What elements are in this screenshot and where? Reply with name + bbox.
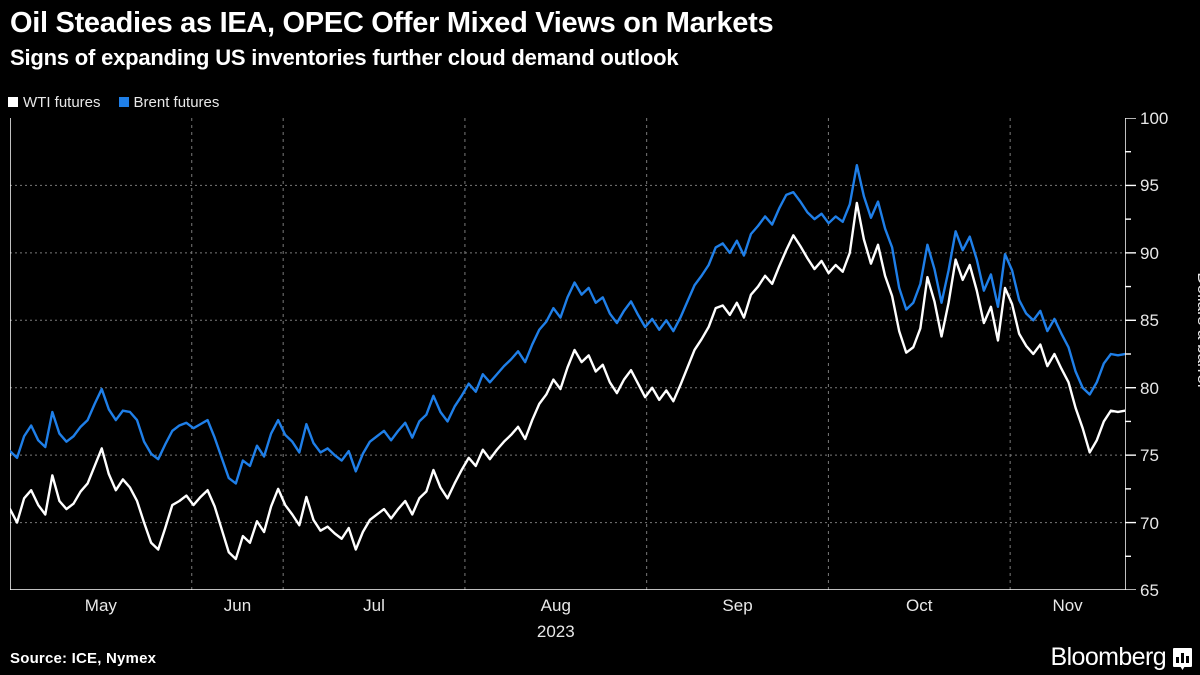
y-axis-ticks <box>1125 118 1136 590</box>
y-axis-title: Dollars a barrel <box>1194 272 1200 388</box>
y-tick-label: 95 <box>1140 176 1159 196</box>
bloomberg-brand: Bloomberg <box>1050 643 1192 671</box>
x-tick-label: Jun <box>223 596 252 615</box>
y-tick-label: 90 <box>1140 243 1159 263</box>
legend-item-brent[interactable]: Brent futures <box>118 93 220 111</box>
legend-swatch-wti <box>8 97 18 107</box>
y-tick-label: 70 <box>1140 513 1159 533</box>
legend-label-wti: WTI futures <box>23 93 101 111</box>
y-tick-label: 75 <box>1140 446 1159 466</box>
x-tick-label: Nov <box>1052 596 1083 615</box>
x-tick-label: Jul <box>363 596 385 615</box>
legend-swatch-brent <box>118 97 129 107</box>
plot-area <box>10 118 1125 590</box>
chart-legend: WTI futures Brent futures <box>8 92 219 112</box>
x-tick-label: Oct <box>906 596 933 615</box>
y-axis-labels: 65 70 75 80 85 90 95 100 <box>1140 110 1186 599</box>
y-tick-label: 85 <box>1140 311 1159 331</box>
source-note: Source: ICE, Nymex <box>10 650 157 667</box>
x-tick-label: Aug <box>540 596 571 615</box>
page-subtitle: Signs of expanding US inventories furthe… <box>10 45 679 70</box>
x-axis-year-label: 2023 <box>536 622 575 641</box>
brand-wordmark: Bloomberg <box>1050 643 1167 671</box>
x-tick-label: Sep <box>722 596 753 615</box>
line-chart-svg <box>10 118 1125 590</box>
y-tick-label: 100 <box>1140 109 1169 128</box>
bloomberg-terminal-icon <box>1173 648 1192 667</box>
x-axis-labels: May Jun Jul Aug Sep Oct Nov <box>0 596 1200 622</box>
x-tick-label: May <box>84 596 117 615</box>
y-tick-label: 65 <box>1140 581 1159 600</box>
legend-item-wti[interactable]: WTI futures <box>8 95 101 110</box>
y-axis-title-wrap: Dollars a barrel <box>1186 0 1200 675</box>
y-tick-label: 80 <box>1140 378 1159 398</box>
legend-label-brent: Brent futures <box>133 93 220 111</box>
page-title: Oil Steadies as IEA, OPEC Offer Mixed Vi… <box>10 7 774 39</box>
